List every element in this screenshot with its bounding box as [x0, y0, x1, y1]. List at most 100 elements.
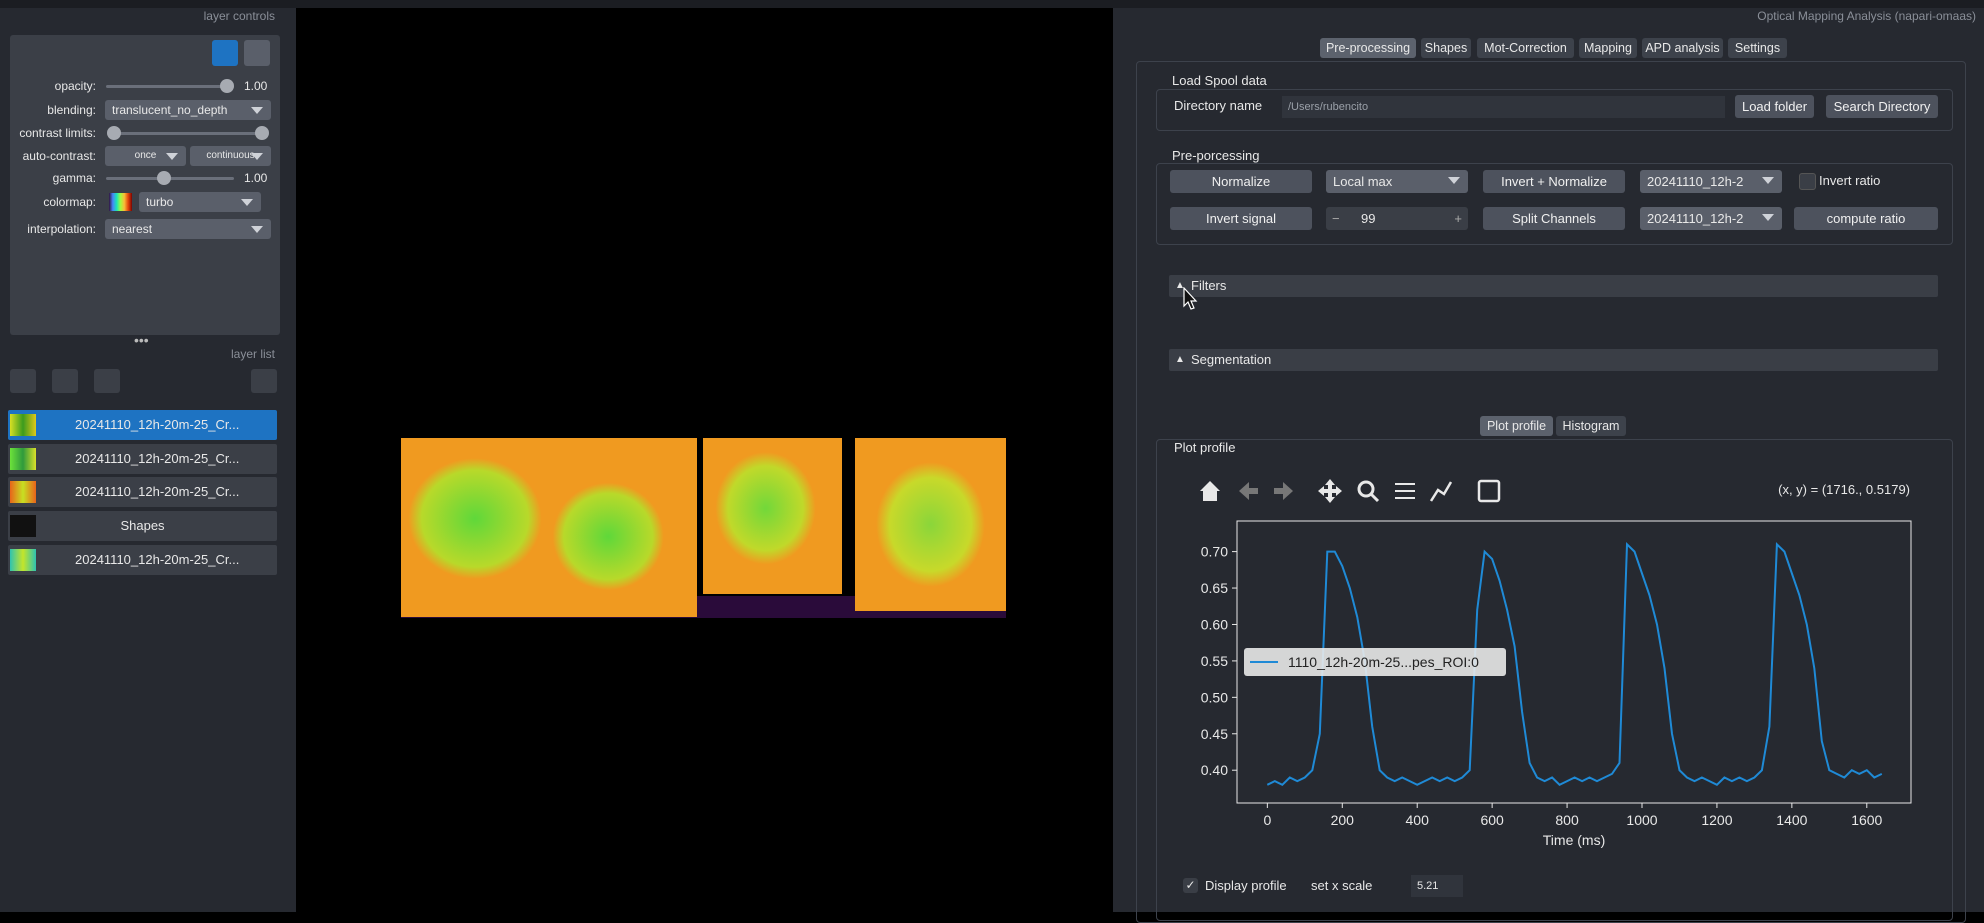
move-button[interactable] — [212, 40, 238, 66]
x-tick-label: 1000 — [1626, 812, 1657, 828]
dropdown[interactable]: 20241110_12h-2 — [1640, 207, 1782, 230]
new-labels-button[interactable] — [94, 369, 120, 393]
y-tick-label: 0.60 — [1201, 616, 1228, 632]
line — [1266, 542, 1883, 787]
zoom-button[interactable] — [1357, 480, 1375, 498]
tab[interactable]: Mot-Correction — [1477, 38, 1574, 58]
axes-button[interactable] — [1429, 481, 1453, 502]
spinbox[interactable]: − 99 + — [1326, 207, 1468, 230]
slider-knob[interactable] — [107, 126, 121, 140]
button[interactable]: Normalize — [1170, 170, 1312, 193]
dropdown[interactable]: Local max — [1326, 170, 1468, 193]
colormap-label: colormap: — [43, 195, 96, 209]
panel-header: Optical Mapping Analysis (napari-omaas) — [1757, 9, 1976, 23]
spin-plus[interactable]: + — [1454, 211, 1462, 226]
collapsible[interactable]: ▲ Filters — [1169, 275, 1938, 297]
collapsible-title: Filters — [1191, 278, 1227, 293]
label: set x scale — [1311, 878, 1373, 893]
button[interactable]: compute ratio — [1794, 207, 1938, 230]
interpolation-dropdown[interactable]: nearest — [105, 219, 271, 239]
slider-knob[interactable] — [157, 171, 171, 185]
layer-name: 20241110_12h-20m-25_Cr... — [75, 417, 240, 432]
layer-name: Shapes — [120, 518, 165, 533]
tab[interactable]: Shapes — [1421, 38, 1471, 58]
button[interactable]: Load folder — [1735, 95, 1814, 118]
once-button[interactable]: once — [105, 146, 186, 166]
save-button[interactable] — [1477, 479, 1501, 503]
contrast-slider[interactable] — [114, 132, 262, 135]
y-tick-label: 0.65 — [1201, 580, 1228, 596]
label: Display profile — [1205, 878, 1287, 893]
label: Directory name — [1174, 98, 1263, 113]
continuous-button[interactable]: continuous — [190, 146, 271, 166]
x-tick-label: 1200 — [1701, 812, 1732, 828]
panel-header: layer list — [230, 347, 275, 361]
checkbox[interactable]: ✓ — [1183, 878, 1198, 893]
layer-row[interactable]: Shapes — [8, 511, 277, 541]
layer-name: 20241110_12h-20m-25_Cr... — [75, 451, 240, 466]
group-title: Load Spool data — [1170, 73, 1269, 88]
pan-button[interactable] — [1318, 479, 1342, 503]
legend-label: 1110_12h-20m-25...pes_ROI:0 — [1288, 654, 1479, 670]
splitter-handle[interactable]: ••• — [134, 332, 149, 348]
group-box — [1156, 89, 1953, 131]
legend — [1244, 648, 1506, 676]
configure-button[interactable] — [1395, 483, 1415, 499]
layer-row[interactable]: 20241110_12h-20m-25_Cr... — [8, 545, 277, 575]
group-title: Pre-porcessing — [1170, 148, 1262, 163]
colormap-swatch — [109, 193, 132, 211]
x-tick-label: 800 — [1555, 812, 1579, 828]
group-box — [1156, 163, 1953, 245]
plot-toolbar — [1200, 479, 1501, 503]
text-input[interactable]: /Users/rubencito — [1282, 96, 1725, 118]
home-button[interactable] — [1200, 481, 1220, 501]
image-tile — [401, 438, 697, 617]
layer-row[interactable]: 20241110_12h-20m-25_Cr... — [8, 477, 277, 507]
layer-row[interactable]: 20241110_12h-20m-25_Cr... — [8, 444, 277, 474]
gamma-value: 1.00 — [244, 171, 268, 185]
opacity-slider[interactable] — [106, 85, 234, 88]
slider-knob[interactable] — [255, 126, 269, 140]
button[interactable]: Invert signal — [1170, 207, 1312, 230]
x-tick-label: 0 — [1263, 812, 1271, 828]
delete-button[interactable] — [251, 369, 277, 393]
tab[interactable]: Pre-processing — [1320, 38, 1416, 58]
tab[interactable]: Histogram — [1556, 416, 1626, 436]
top-bar — [0, 0, 1984, 8]
spin-minus[interactable]: − — [1332, 211, 1340, 226]
y-tick-label: 0.40 — [1201, 762, 1228, 778]
layer-row[interactable]: 20241110_12h-20m-25_Cr... — [8, 410, 277, 440]
axes-frame — [1236, 520, 1912, 804]
button[interactable]: Search Directory — [1826, 95, 1938, 118]
contrast-label: contrast limits: — [19, 126, 96, 140]
new-shapes-button[interactable] — [52, 369, 78, 393]
transform-button[interactable] — [244, 40, 270, 66]
button[interactable]: Split Channels — [1483, 207, 1625, 230]
tab[interactable]: Plot profile — [1480, 416, 1553, 436]
collapsible-title: Segmentation — [1191, 352, 1272, 367]
colormap-dropdown[interactable]: turbo — [139, 192, 261, 212]
autocontrast-label: auto-contrast: — [22, 149, 96, 163]
blending-label: blending: — [47, 103, 96, 117]
group-title: Plot profile — [1172, 440, 1238, 455]
interpolation-label: interpolation: — [27, 222, 96, 236]
tab[interactable]: Mapping — [1579, 38, 1637, 58]
slider-knob[interactable] — [220, 79, 234, 93]
tab[interactable]: Settings — [1728, 38, 1787, 58]
collapsible[interactable]: ▲ Segmentation — [1169, 349, 1938, 371]
dropdown[interactable]: 20241110_12h-2 — [1640, 170, 1782, 193]
y-tick-label: 0.45 — [1201, 726, 1228, 742]
back-button[interactable] — [1239, 482, 1258, 500]
tab[interactable]: APD analysis — [1642, 38, 1723, 58]
thumbnail — [10, 414, 36, 436]
checkbox[interactable] — [1799, 173, 1816, 190]
new-points-button[interactable] — [10, 369, 36, 393]
text-input[interactable]: 5.21 — [1411, 875, 1463, 897]
blending-dropdown[interactable]: translucent_no_depth — [105, 100, 271, 120]
x-tick-label: 1600 — [1851, 812, 1882, 828]
cursor-coords: (x, y) = (1716., 0.5179) — [1778, 482, 1910, 497]
forward-button[interactable] — [1274, 482, 1293, 500]
button[interactable]: Invert + Normalize — [1483, 170, 1625, 193]
